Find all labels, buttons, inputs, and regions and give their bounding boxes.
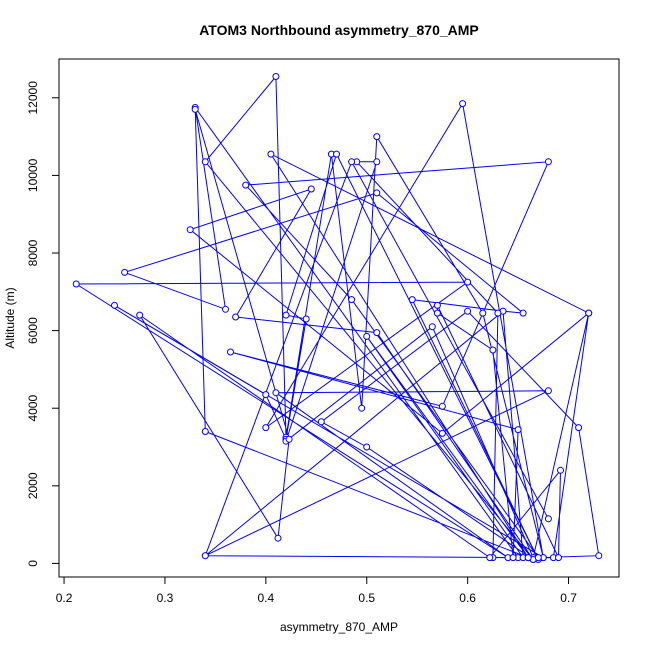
data-point <box>408 296 416 304</box>
x-tick-label: 0.7 <box>560 591 577 605</box>
data-point <box>557 466 564 474</box>
data-point <box>111 301 118 309</box>
data-point <box>373 189 381 197</box>
data-point <box>595 552 603 560</box>
data-point <box>524 554 532 562</box>
data-point <box>438 429 446 437</box>
data-point <box>363 443 371 451</box>
data-point <box>72 280 80 288</box>
x-tick-label: 0.4 <box>258 591 275 605</box>
data-point <box>373 158 381 166</box>
data-point <box>544 515 552 523</box>
data-point <box>302 315 310 323</box>
y-axis: 0 2000 4000 6000 8000 10000 12000 <box>26 81 60 567</box>
data-point <box>232 313 240 321</box>
data-point <box>121 268 129 276</box>
x-tick-label: 0.5 <box>358 591 375 605</box>
series-line-0 <box>74 75 600 560</box>
x-tick-label: 0.3 <box>157 591 174 605</box>
data-point <box>242 181 250 189</box>
data-point <box>358 404 366 412</box>
x-tick-label: 0.6 <box>459 591 476 605</box>
data-point <box>201 552 209 560</box>
data-point <box>544 387 552 395</box>
data-point <box>464 278 472 286</box>
data-point <box>486 554 494 562</box>
data-point <box>479 309 487 317</box>
y-tick-label: 8000 <box>26 239 40 266</box>
data-point <box>285 435 293 443</box>
data-point <box>186 226 194 234</box>
data-point <box>317 418 325 426</box>
data-point <box>459 100 467 108</box>
data-point <box>272 389 280 397</box>
y-tick-label: 12000 <box>26 81 40 115</box>
data-point <box>509 554 517 562</box>
y-tick-label: 6000 <box>26 317 40 344</box>
data-point <box>272 73 280 80</box>
data-point <box>363 332 371 340</box>
x-axis: 0.2 0.3 0.4 0.5 0.6 0.7 <box>56 576 577 605</box>
data-point <box>274 534 282 542</box>
data-point <box>373 329 381 337</box>
data-point <box>544 158 552 166</box>
data-point <box>514 426 522 434</box>
data-point <box>464 307 472 315</box>
data-point <box>433 309 441 317</box>
data-point <box>307 185 315 193</box>
data-point <box>222 305 229 313</box>
data-point <box>282 311 290 319</box>
data-point <box>428 323 436 331</box>
data-point <box>585 309 593 317</box>
data-point <box>136 311 144 319</box>
data-point <box>575 424 583 432</box>
y-tick-label: 4000 <box>26 395 40 422</box>
x-tick-label: 0.2 <box>56 591 73 605</box>
series-lines <box>74 75 600 560</box>
data-point <box>201 428 209 435</box>
data-point <box>433 301 441 309</box>
data-point <box>348 158 356 166</box>
data-point <box>555 554 562 562</box>
data-point <box>267 150 275 158</box>
data-point <box>262 391 270 399</box>
y-tick-label: 2000 <box>26 472 40 499</box>
x-axis-label: asymmetry_870_AMP <box>280 620 398 634</box>
data-point <box>534 554 542 562</box>
data-point <box>201 158 209 166</box>
data-point <box>348 296 356 304</box>
data-point <box>262 424 270 432</box>
data-point <box>191 105 199 113</box>
data-point <box>333 150 340 158</box>
data-point <box>489 346 497 354</box>
series-points <box>72 73 603 563</box>
chart-title: ATOM3 Northbound asymmetry_870_AMP <box>199 22 479 38</box>
y-tick-label: 10000 <box>26 158 40 192</box>
data-point <box>438 402 446 410</box>
data-point <box>494 309 502 317</box>
y-axis-label: Altitude (m) <box>3 287 17 348</box>
data-point <box>373 133 381 141</box>
y-tick-label: 0 <box>26 560 40 567</box>
data-point <box>227 348 234 356</box>
data-point <box>519 309 527 317</box>
